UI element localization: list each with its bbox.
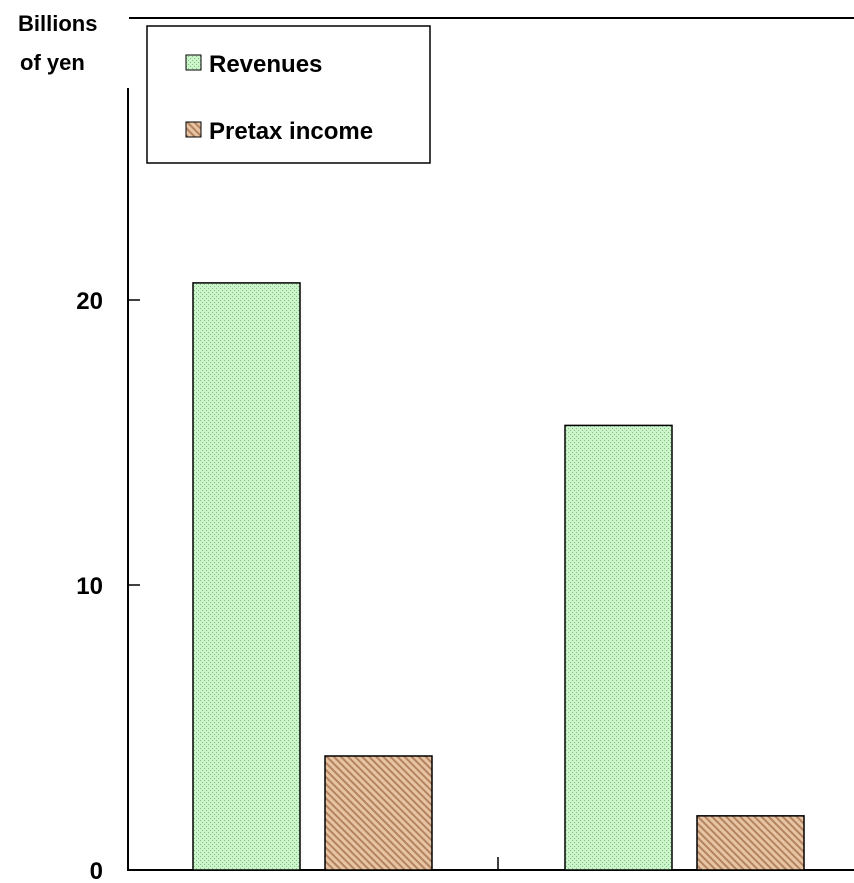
legend-swatch-revenues	[185, 54, 202, 71]
legend-label-revenues: Revenues	[209, 51, 322, 78]
legend: Revenues Pretax income	[146, 25, 431, 164]
legend-box	[146, 25, 431, 164]
bar-pretax-income-2	[696, 815, 805, 871]
y-ticks-group: 0 10 20	[76, 288, 140, 883]
bars-group	[192, 282, 805, 871]
y-axis-label-line2: of yen	[20, 50, 85, 75]
y-tick-label: 20	[76, 288, 103, 315]
y-tick-label: 0	[90, 858, 103, 883]
y-axis-label-line1: Billions	[18, 11, 97, 36]
legend-swatch-pretax-income	[185, 121, 202, 138]
bar-revenues-2	[564, 424, 673, 871]
bar-pretax-income-1	[324, 755, 433, 871]
y-tick-label: 10	[76, 573, 103, 600]
bar-revenues-1	[192, 282, 301, 871]
legend-label-pretax-income: Pretax income	[209, 118, 373, 145]
